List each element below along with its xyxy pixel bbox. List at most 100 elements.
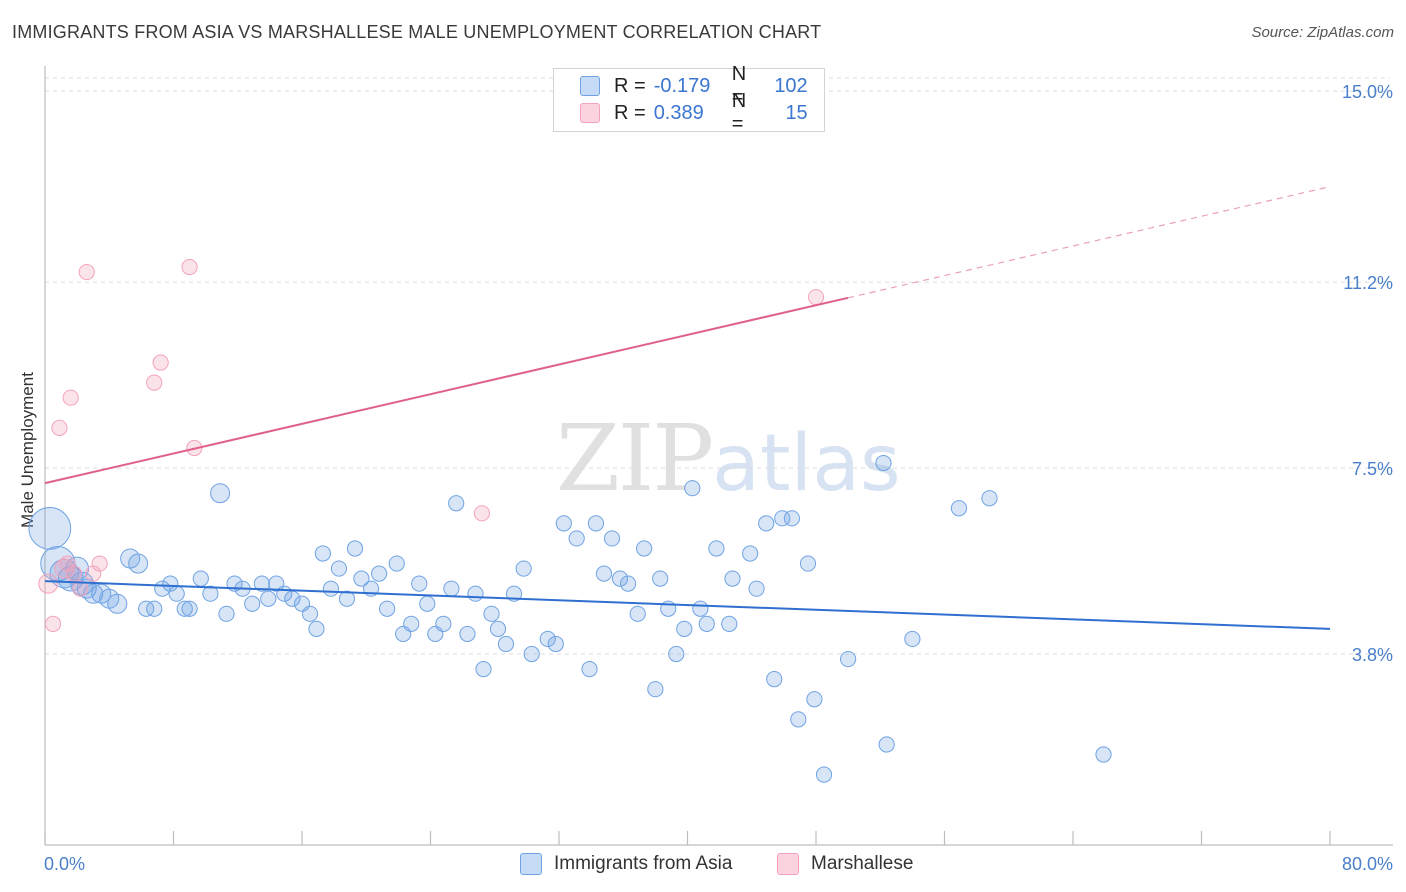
asia-point [181, 600, 198, 617]
asia-point [619, 575, 637, 592]
asia-point [878, 736, 895, 753]
asia-point [515, 560, 532, 577]
asia-trend-line [44, 580, 1331, 630]
asia-point [459, 625, 476, 643]
asia-point [146, 600, 163, 617]
legend-row-marshallese: R = 0.389 N = 15 [554, 90, 808, 135]
legend-swatch-asia [580, 76, 600, 96]
marshallese-point [59, 555, 76, 572]
asia-point [603, 530, 621, 547]
asia-point [783, 510, 801, 527]
marshallese-trend-line-extension [847, 186, 1331, 299]
asia-point [595, 565, 613, 582]
marshallese-point [78, 263, 95, 281]
x-tick-label-min: 0.0% [44, 854, 85, 874]
asia-point [587, 515, 605, 532]
asia-point [322, 580, 340, 597]
marshallese-point [62, 389, 79, 406]
marshallese-point [72, 580, 89, 597]
asia-point [128, 553, 149, 574]
asia-point [1095, 746, 1112, 763]
y-tick-label: 3.8% [1352, 645, 1393, 665]
asia-point [260, 590, 277, 607]
y-tick-label: 11.2% [1343, 273, 1393, 293]
asia-point [721, 615, 738, 632]
legend-swatch-marshallese [580, 103, 600, 123]
asia-point [388, 555, 405, 572]
asia-point [724, 570, 741, 587]
y-tick-label: 15.0% [1342, 82, 1393, 102]
marshallese-point [152, 354, 169, 371]
asia-point [314, 545, 331, 562]
asia-point [766, 671, 783, 688]
legend-n-value: 102 [774, 74, 808, 97]
asia-point [411, 575, 428, 592]
asia-point [107, 593, 128, 614]
marshallese-trend-line [44, 296, 849, 485]
watermark-atlas: atlas [712, 419, 901, 509]
legend-r-label: R = [614, 74, 646, 97]
asia-point [467, 585, 484, 602]
legend-n-value: 15 [785, 101, 808, 124]
asia-point [28, 506, 72, 550]
bottom-legend-item-asia: Immigrants from Asia [520, 852, 732, 876]
asia-point [904, 630, 921, 648]
asia-point [330, 560, 348, 577]
asia-point [647, 681, 664, 698]
source-label: Source: ZipAtlas.com [1251, 24, 1394, 41]
asia-point [218, 605, 235, 622]
asia-point [629, 605, 646, 622]
legend-r-value: -0.179 [653, 74, 711, 97]
legend-n-label: N = [731, 90, 747, 135]
correlation-legend: R = -0.179 N = 102 R = 0.389 N = 15 [553, 63, 825, 135]
marshallese-point [807, 289, 825, 306]
y-tick-label: 7.5% [1352, 459, 1393, 479]
asia-point [950, 500, 968, 517]
asia-point [523, 645, 540, 663]
asia-point [192, 570, 209, 587]
legend-r-label: R = [614, 101, 646, 124]
legend-row-asia: R = -0.179 N = 102 [554, 63, 808, 108]
asia-point [840, 650, 857, 668]
bottom-legend-label-marshallese: Marshallese [811, 853, 914, 874]
marshallese-point [91, 555, 108, 572]
asia-point [698, 615, 715, 632]
asia-point [435, 615, 452, 632]
asia-point [568, 530, 585, 547]
asia-point [489, 620, 507, 637]
legend-n-label: N = [731, 63, 747, 108]
bottom-legend-label-asia: Immigrants from Asia [554, 853, 733, 874]
asia-point [748, 580, 765, 597]
asia-point [419, 595, 436, 612]
asia-point [652, 570, 669, 587]
marshallese-point [51, 419, 68, 436]
marshallese-point [473, 505, 490, 522]
asia-point [497, 635, 515, 653]
bottom-legend-swatch-marshallese [777, 853, 799, 875]
bottom-legend-swatch-asia [520, 853, 542, 875]
asia-point [636, 540, 653, 557]
asia-point [403, 615, 420, 632]
asia-point [692, 600, 709, 617]
asia-point [875, 454, 892, 472]
bottom-legend-item-marshallese: Marshallese [777, 852, 913, 876]
x-tick-label-max: 80.0% [1342, 854, 1393, 874]
asia-point [774, 510, 791, 527]
asia-point [244, 595, 261, 612]
asia-point [162, 575, 179, 592]
asia-point [301, 605, 319, 622]
asia-point [353, 570, 370, 587]
asia-point [210, 483, 231, 504]
asia-point [555, 515, 572, 532]
asia-point [379, 600, 396, 617]
asia-point [806, 691, 823, 708]
asia-point [308, 620, 325, 637]
asia-point [758, 515, 775, 532]
asia-point [176, 600, 193, 617]
asia-point [815, 766, 833, 783]
asia-point [676, 620, 693, 637]
asia-point [168, 585, 185, 602]
asia-point [448, 495, 465, 512]
marshallese-point [44, 615, 62, 632]
